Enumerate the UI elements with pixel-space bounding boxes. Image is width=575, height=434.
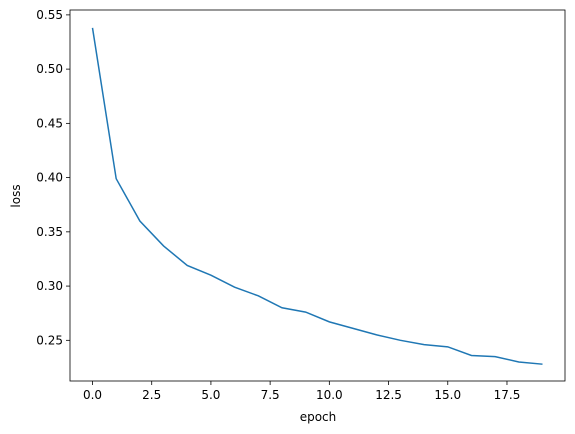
axes-frame (69, 9, 566, 382)
x-tick-label: 17.5 (494, 388, 521, 402)
y-tick-label: 0.35 (36, 225, 63, 239)
y-tick-label: 0.30 (36, 279, 63, 293)
x-tick-label: 0.0 (83, 388, 102, 402)
x-axis-label: epoch (300, 410, 337, 424)
y-tick-label: 0.25 (36, 333, 63, 347)
y-axis-label: loss (9, 184, 23, 207)
x-tick-label: 2.5 (142, 388, 161, 402)
x-tick-label: 15.0 (434, 388, 461, 402)
y-tick-label: 0.40 (36, 171, 63, 185)
loss-line (91, 27, 543, 365)
x-tick-label: 5.0 (201, 388, 220, 402)
y-tick-label: 0.55 (36, 8, 63, 22)
x-tick-label: 10.0 (316, 388, 343, 402)
y-tick-label: 0.50 (36, 62, 63, 76)
x-tick-label: 7.5 (261, 388, 280, 402)
x-tick-label: 12.5 (375, 388, 402, 402)
y-tick-label: 0.45 (36, 116, 63, 130)
